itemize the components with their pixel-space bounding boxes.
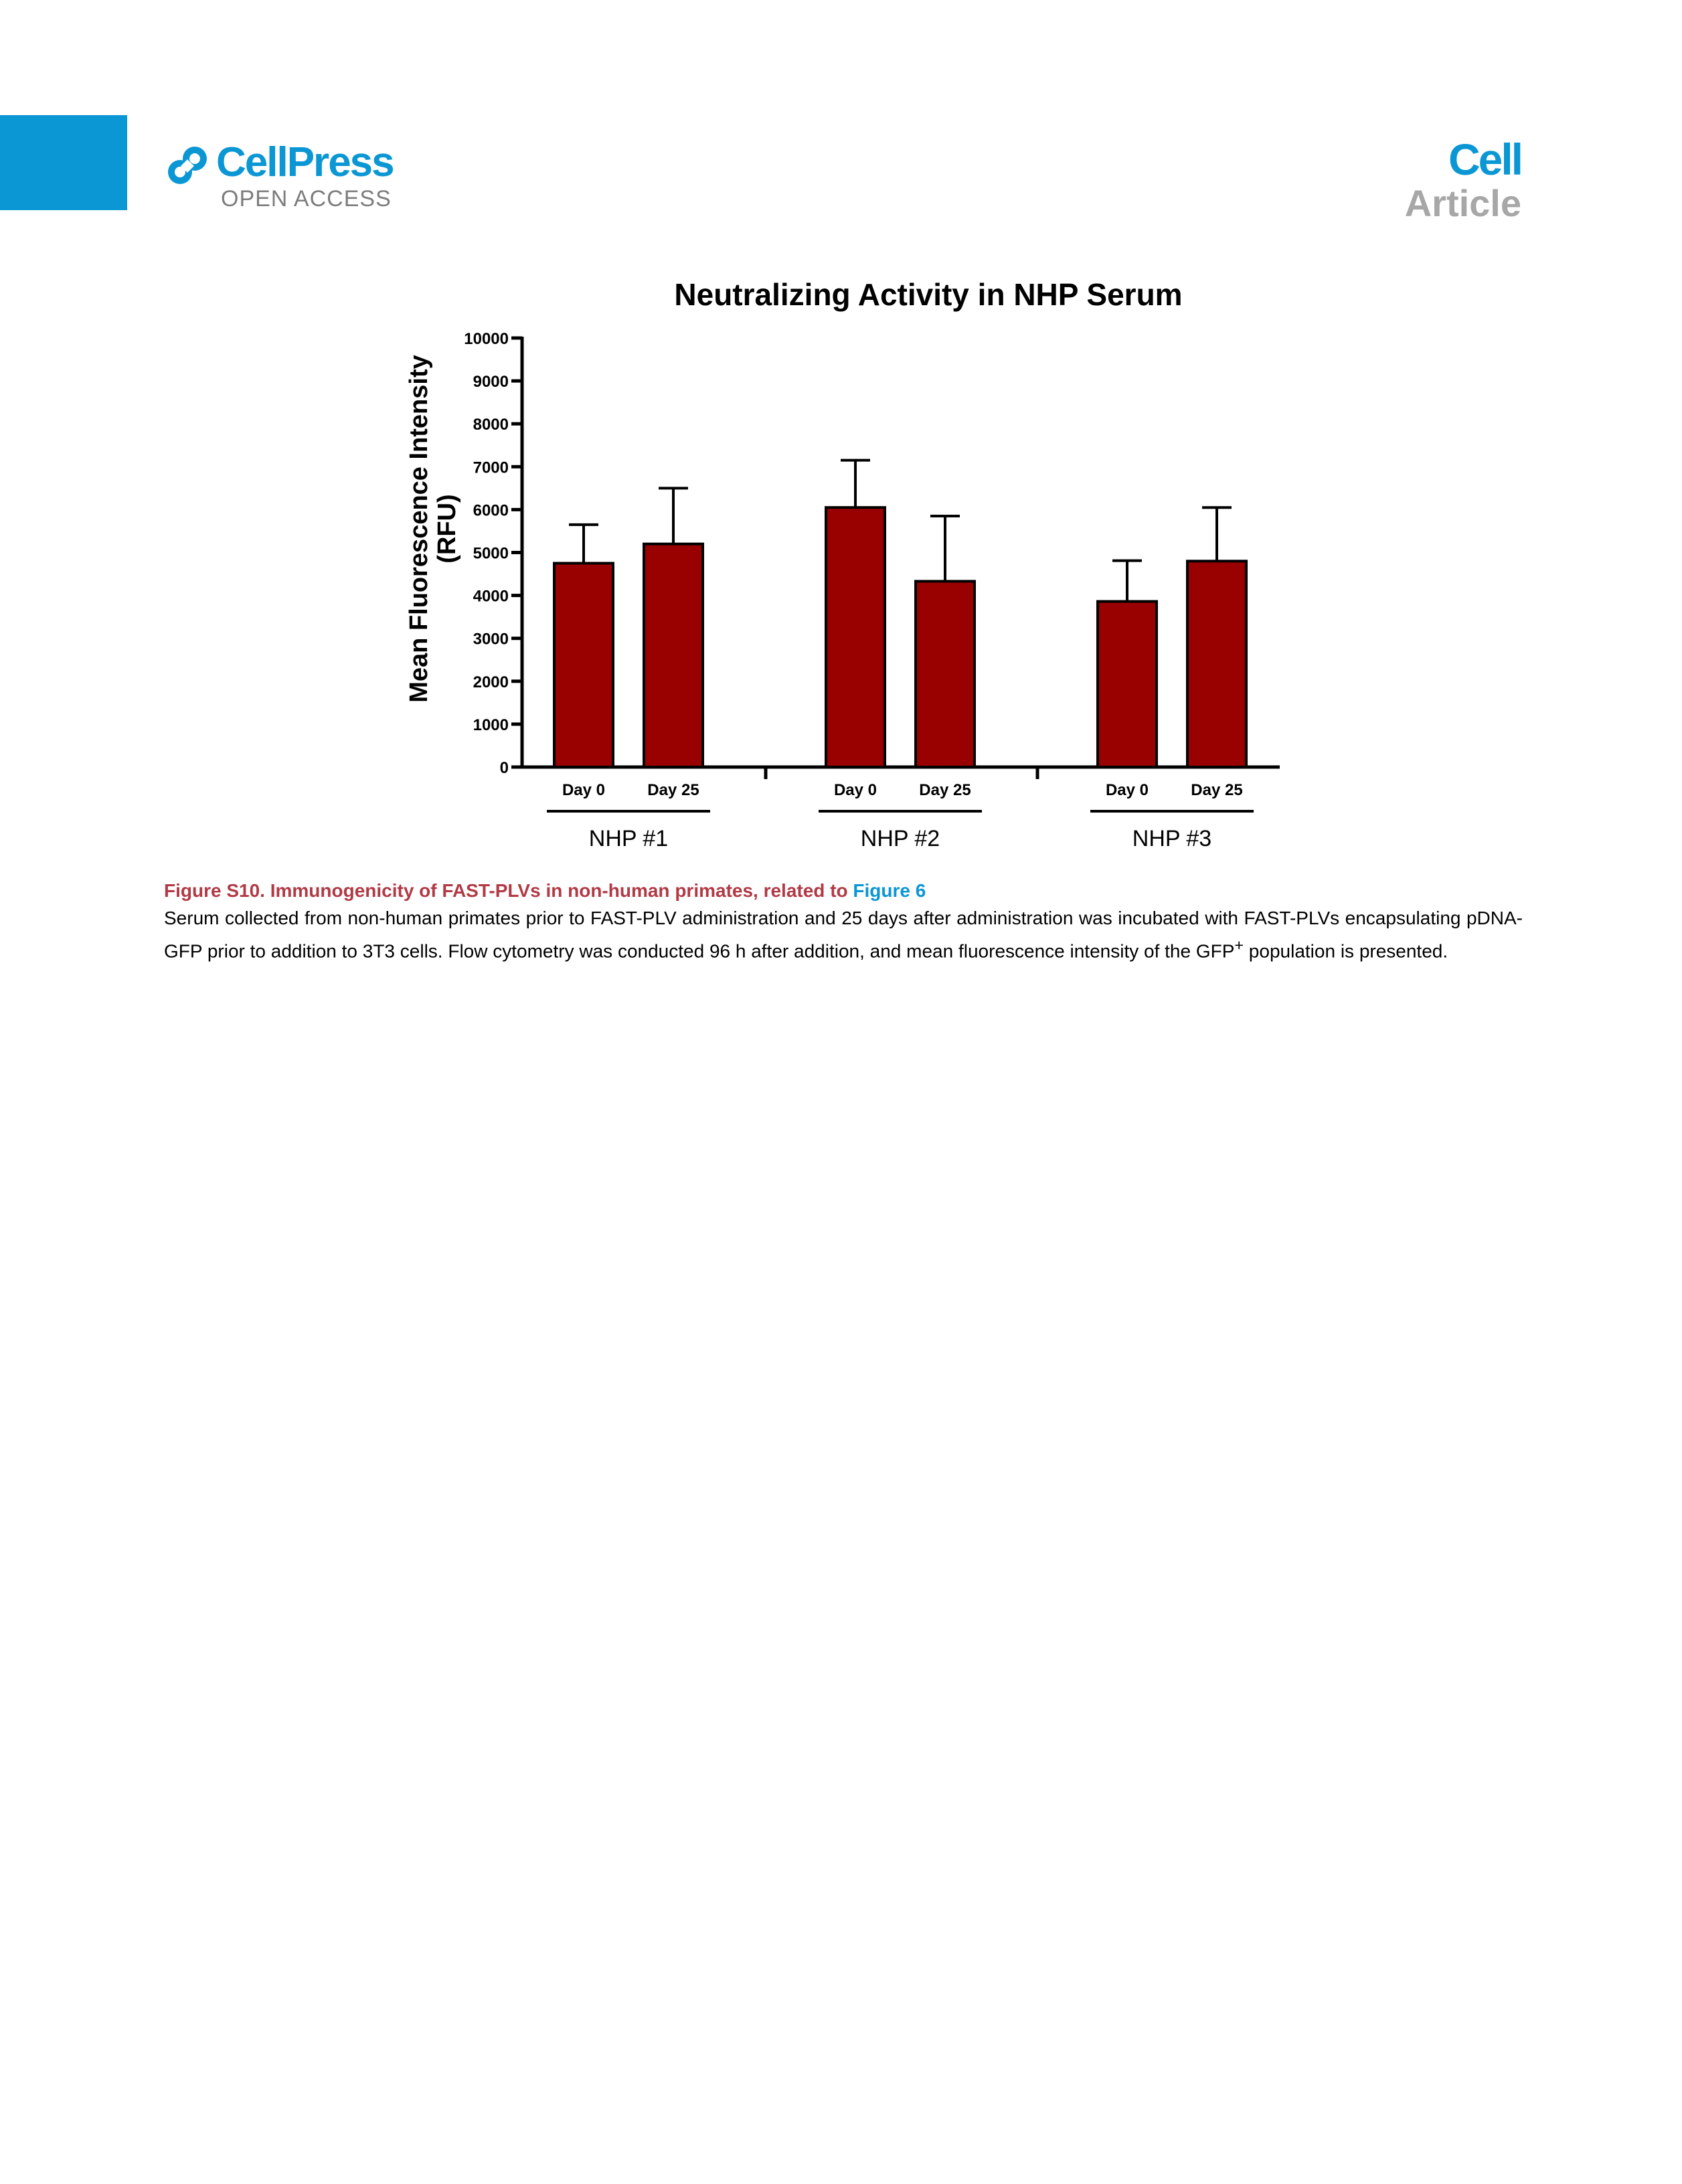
y-axis-title-line1: Mean Fluorescence Intensity xyxy=(405,355,433,703)
caption-superscript: + xyxy=(1234,936,1244,954)
bar xyxy=(1096,600,1158,768)
group-labels: NHP #1 NHP #2 NHP #3 xyxy=(547,810,1254,851)
cellpress-logo-icon xyxy=(168,147,207,184)
bar xyxy=(914,580,976,769)
x-tick-label: Day 0 xyxy=(834,781,877,799)
x-tick-label: Day 25 xyxy=(647,781,699,799)
y-tick-label: 4000 xyxy=(473,588,509,606)
article-type: Article xyxy=(1404,182,1521,224)
bar xyxy=(553,562,614,769)
y-tick-label: 5000 xyxy=(473,545,509,563)
caption-body-end: population is presented. xyxy=(1244,940,1448,962)
caption-figure-link[interactable]: Figure 6 xyxy=(853,880,926,901)
caption-title: Figure S10. Immunogenicity of FAST-PLVs … xyxy=(164,880,853,901)
y-tick-label: 3000 xyxy=(473,631,509,649)
chart-bars xyxy=(553,458,1248,769)
y-tick-label: 1000 xyxy=(473,716,509,734)
x-axis-labels: Day 0 Day 25 Day 0 Day 25 Day 0 Day 25 xyxy=(562,781,1243,799)
y-tick-label: 7000 xyxy=(473,458,509,477)
open-access-label: OPEN ACCESS xyxy=(221,186,392,212)
bar-chart: Neutralizing Activity in NHP Serum Mean … xyxy=(405,277,1280,851)
x-tick-label: Day 0 xyxy=(1106,781,1149,799)
y-tick-label: 8000 xyxy=(473,416,509,434)
caption-body: Serum collected from non-human primates … xyxy=(164,904,1523,964)
chart-axes xyxy=(520,337,1280,779)
y-axis-title-line2: (RFU) xyxy=(433,494,461,563)
y-tick-label: 9000 xyxy=(473,373,509,391)
journal-name: Cell xyxy=(1448,135,1523,184)
group-label: NHP #1 xyxy=(589,826,668,851)
bar xyxy=(825,506,886,768)
chart-title: Neutralizing Activity in NHP Serum xyxy=(674,277,1182,312)
figure-caption: Figure S10. Immunogenicity of FAST-PLVs … xyxy=(164,877,1523,964)
y-tick-label: 6000 xyxy=(473,501,509,519)
x-tick-label: Day 0 xyxy=(562,781,605,799)
group-label: NHP #2 xyxy=(861,826,940,851)
cellpress-logo[interactable]: CellPress OPEN ACCESS xyxy=(164,137,405,218)
header-color-block xyxy=(0,115,127,210)
x-tick-label: Day 25 xyxy=(919,781,971,799)
publisher-name: CellPress xyxy=(216,139,395,185)
y-axis-ticks: 0 1000 2000 3000 4000 5000 6000 7000 8000 9000 100… xyxy=(464,330,522,777)
y-tick-label: 2000 xyxy=(473,673,509,691)
y-tick-label: 0 xyxy=(500,759,509,777)
group-label: NHP #3 xyxy=(1132,826,1211,851)
bar xyxy=(1186,560,1248,768)
bar xyxy=(643,542,704,768)
y-axis-title: Mean Fluorescence Intensity (RFU) xyxy=(405,355,461,703)
x-tick-label: Day 25 xyxy=(1191,781,1242,799)
caption-body-text: Serum collected from non-human primates … xyxy=(164,908,1523,962)
y-tick-label: 10000 xyxy=(464,330,509,348)
